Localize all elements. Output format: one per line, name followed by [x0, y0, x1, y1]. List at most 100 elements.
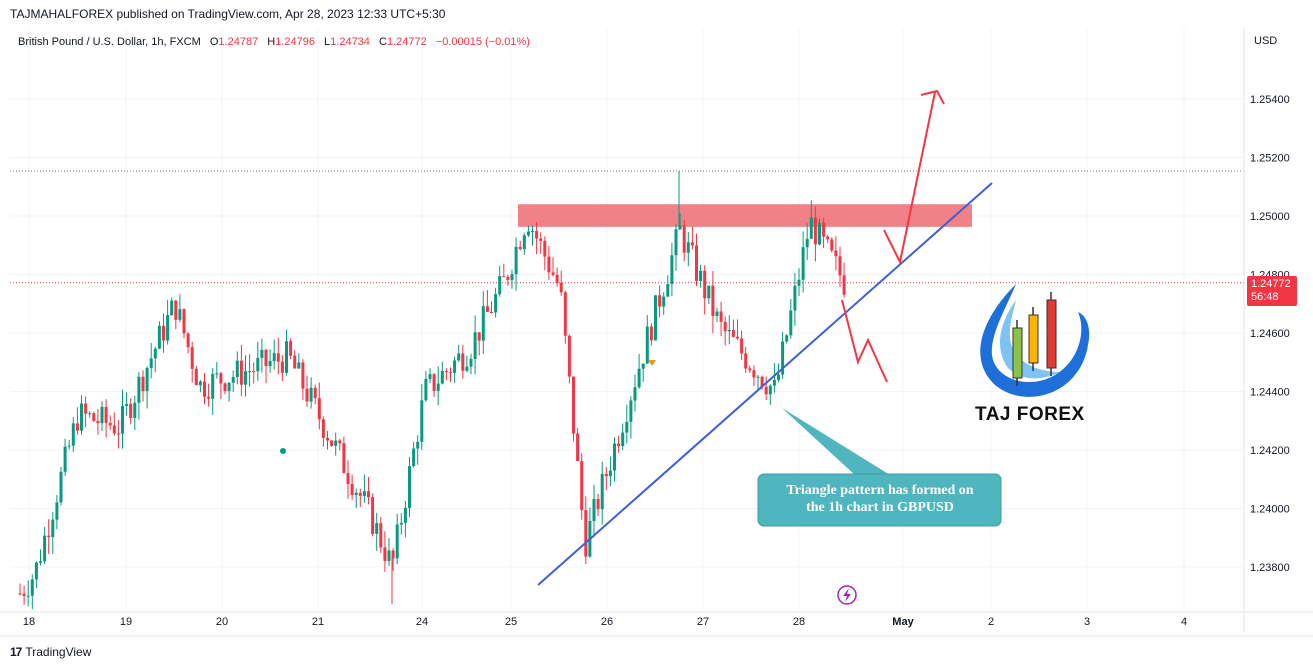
bullish-projection-path	[883, 91, 936, 266]
legend-symbol: British Pound / U.S. Dollar, 1h, FXCM	[18, 36, 201, 48]
candle-down	[551, 272, 555, 275]
candle-up	[39, 561, 42, 563]
candle-down	[47, 535, 51, 538]
candle-down	[449, 371, 452, 373]
candle-up	[260, 349, 264, 358]
candle-up	[88, 413, 92, 415]
grid	[10, 28, 1244, 610]
candle-down	[84, 403, 88, 414]
candle-up	[153, 348, 157, 359]
candle-up	[666, 283, 670, 297]
candle-up	[43, 535, 47, 562]
candle-up	[678, 225, 682, 230]
candle-up	[178, 309, 182, 320]
candle-up	[125, 403, 129, 406]
candle-down	[723, 321, 727, 332]
callout-pointer	[782, 408, 890, 475]
annotation-callout-text: Triangle pattern has formed on the 1h ch…	[760, 482, 1000, 516]
candle-up	[608, 470, 612, 477]
candle-up	[465, 366, 469, 371]
candle-down	[219, 373, 223, 384]
candle-up	[526, 231, 530, 236]
candle-up	[362, 491, 366, 496]
candle-up	[399, 522, 403, 525]
candle-up	[674, 229, 678, 256]
candle-down	[305, 388, 309, 402]
candle-up	[227, 382, 231, 392]
candle-down	[555, 274, 559, 283]
candle-up	[375, 523, 379, 534]
candle-down	[350, 483, 354, 496]
y-tick-label: 1.24600	[1250, 328, 1290, 340]
candle-up	[768, 385, 772, 395]
candle-up	[498, 276, 502, 295]
candle-down	[280, 361, 284, 373]
candle-up	[133, 402, 137, 419]
candle-up	[621, 432, 625, 447]
candle-up	[231, 377, 235, 383]
legend-o-value: 1.24787	[218, 36, 258, 48]
tradingview-footer-label: TradingView	[25, 645, 92, 659]
candle-up	[100, 406, 104, 424]
candle-down	[96, 420, 100, 424]
candle-down	[461, 353, 465, 371]
y-tick-label: 1.25200	[1250, 153, 1290, 165]
candle-up	[334, 440, 338, 446]
event-marker	[648, 360, 656, 366]
candle-down	[141, 376, 145, 392]
candle-up	[354, 492, 358, 496]
candle-up	[629, 400, 633, 422]
legend-h-value: 1.24796	[275, 36, 315, 48]
candle-down	[104, 406, 108, 423]
candle-up	[272, 353, 276, 361]
candle-up	[26, 595, 30, 597]
candle-down	[252, 371, 256, 373]
candle-up	[166, 315, 170, 341]
x-tick-label: 20	[216, 616, 228, 628]
legend-c-value: 1.24772	[387, 36, 427, 48]
candle-down	[748, 368, 752, 371]
candle-up	[121, 405, 124, 434]
y-tick-label: 1.24400	[1250, 387, 1290, 399]
candle-up	[51, 519, 55, 538]
candle-down	[367, 491, 370, 498]
x-tick-label: 2	[988, 616, 994, 628]
candle-down	[326, 437, 329, 441]
candle-down	[764, 386, 768, 395]
candle-down	[293, 355, 297, 369]
x-tick-label: May	[892, 616, 914, 628]
candle-down	[371, 497, 375, 534]
candle-down	[289, 341, 293, 356]
candle-up	[59, 471, 63, 503]
candle-up	[531, 231, 534, 233]
publisher-line: TAJMAHALFOREX published on TradingView.c…	[10, 7, 446, 21]
candle-down	[108, 422, 112, 426]
candle-up	[403, 507, 407, 523]
candle-up	[801, 247, 805, 280]
candle-up	[395, 524, 399, 559]
candle-down	[182, 309, 186, 334]
legend-c-label: C	[379, 36, 387, 48]
candle-down	[834, 250, 838, 257]
candle-down	[342, 443, 346, 473]
candle-up	[654, 295, 657, 341]
candle-down	[826, 236, 830, 240]
candle-down	[321, 419, 325, 438]
tradingview-footer[interactable]: 17 TradingView	[10, 645, 91, 659]
candle-up	[248, 371, 252, 373]
candle-up	[494, 294, 498, 313]
candle-down	[313, 387, 317, 399]
y-tick-label: 1.25000	[1250, 211, 1290, 223]
candle-up	[805, 238, 809, 248]
candle-down	[736, 336, 739, 339]
candle-down	[203, 381, 206, 397]
candle-up	[781, 341, 785, 375]
candle-up	[699, 270, 703, 281]
candle-down	[813, 217, 817, 245]
candle-down	[563, 292, 567, 336]
candle-down	[617, 443, 621, 447]
candle-up	[285, 341, 288, 373]
candle-up	[424, 378, 428, 401]
candle-up	[268, 360, 272, 367]
